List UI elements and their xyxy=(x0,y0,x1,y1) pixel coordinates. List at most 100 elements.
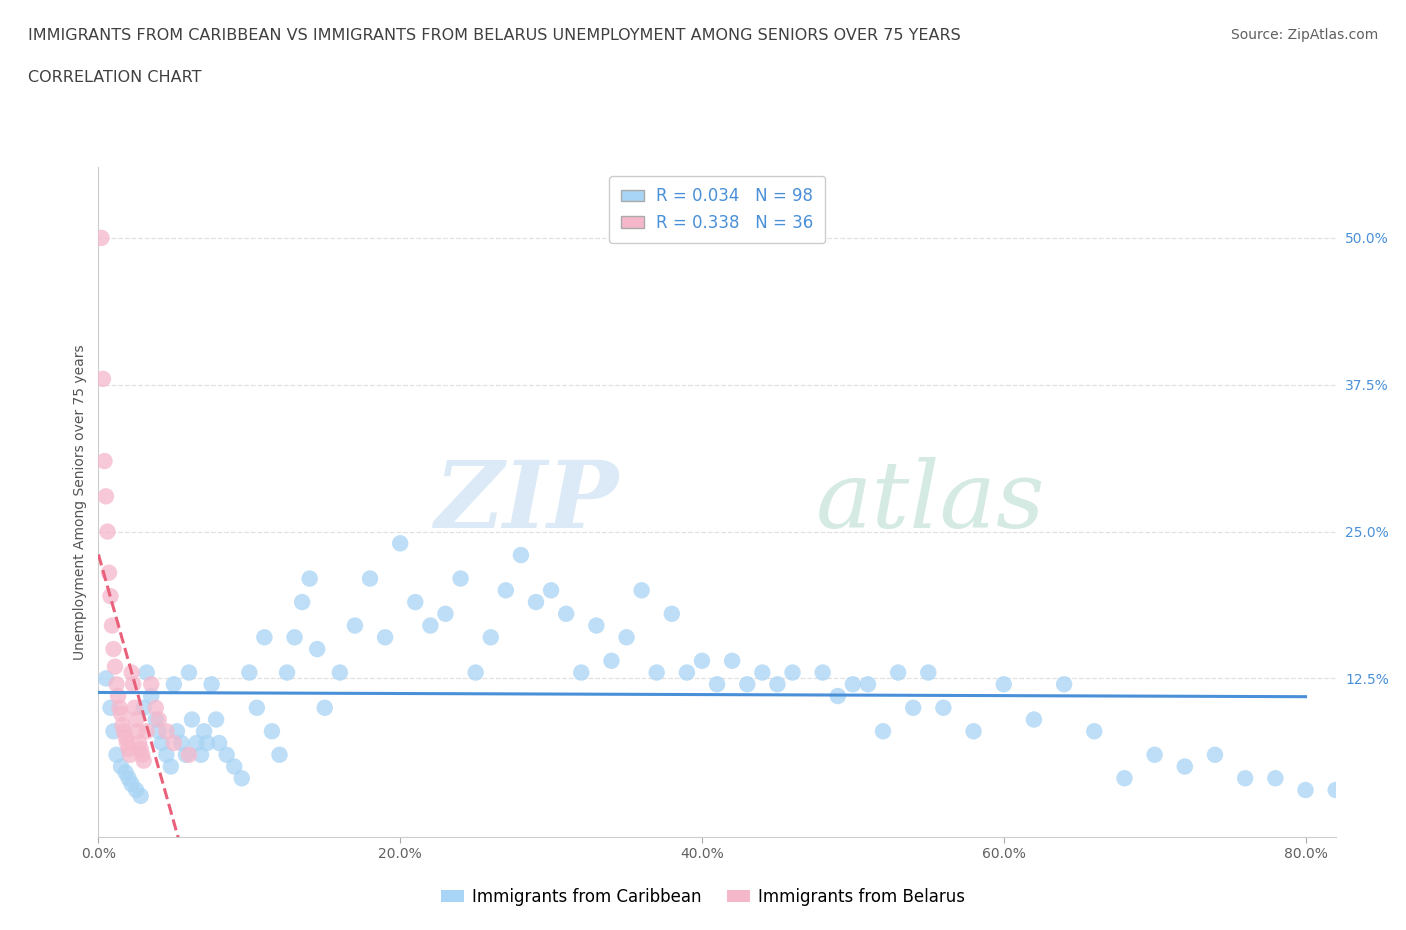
Point xyxy=(193,724,215,738)
Point xyxy=(509,548,531,563)
Point xyxy=(108,700,131,715)
Point xyxy=(122,677,145,692)
Text: atlas: atlas xyxy=(815,458,1046,547)
Point xyxy=(450,571,472,586)
Point xyxy=(600,654,623,669)
Point xyxy=(181,712,204,727)
Point xyxy=(125,782,148,797)
Text: ZIP: ZIP xyxy=(434,458,619,547)
Point xyxy=(107,688,129,703)
Point xyxy=(917,665,939,680)
Point xyxy=(110,706,132,721)
Point xyxy=(314,700,336,715)
Point xyxy=(166,724,188,738)
Point xyxy=(298,571,321,586)
Point xyxy=(141,677,163,692)
Point xyxy=(93,454,115,469)
Point xyxy=(135,724,157,738)
Point xyxy=(434,606,457,621)
Point xyxy=(190,748,212,763)
Point xyxy=(170,736,193,751)
Point xyxy=(155,724,177,738)
Point xyxy=(120,748,142,763)
Point xyxy=(114,765,136,780)
Point xyxy=(98,565,121,580)
Point xyxy=(208,736,231,751)
Point xyxy=(117,741,139,756)
Text: IMMIGRANTS FROM CARIBBEAN VS IMMIGRANTS FROM BELARUS UNEMPLOYMENT AMONG SENIORS : IMMIGRANTS FROM CARIBBEAN VS IMMIGRANTS … xyxy=(28,28,960,43)
Point xyxy=(359,571,381,586)
Point xyxy=(205,712,228,727)
Point xyxy=(782,665,804,680)
Point xyxy=(155,748,177,763)
Legend: Immigrants from Caribbean, Immigrants from Belarus: Immigrants from Caribbean, Immigrants fr… xyxy=(434,881,972,912)
Point xyxy=(200,677,222,692)
Point xyxy=(374,630,396,644)
Point xyxy=(811,665,834,680)
Point xyxy=(135,665,157,680)
Text: Source: ZipAtlas.com: Source: ZipAtlas.com xyxy=(1230,28,1378,42)
Point xyxy=(690,654,713,669)
Point xyxy=(1174,759,1197,774)
Point xyxy=(224,759,246,774)
Point xyxy=(903,700,925,715)
Point xyxy=(215,748,238,763)
Point xyxy=(124,700,146,715)
Point xyxy=(238,665,260,680)
Point xyxy=(751,665,773,680)
Point xyxy=(389,536,412,551)
Point xyxy=(419,618,441,633)
Point xyxy=(150,736,173,751)
Point xyxy=(1083,724,1105,738)
Point xyxy=(112,724,135,738)
Point xyxy=(186,736,208,751)
Point xyxy=(464,665,486,680)
Point xyxy=(524,594,547,609)
Point xyxy=(706,677,728,692)
Point xyxy=(101,618,124,633)
Point xyxy=(131,748,153,763)
Point xyxy=(121,777,143,791)
Point xyxy=(104,659,127,674)
Point xyxy=(1204,748,1226,763)
Point xyxy=(100,589,122,604)
Point xyxy=(1295,782,1317,797)
Point xyxy=(676,665,699,680)
Point xyxy=(260,724,283,738)
Point xyxy=(1143,748,1166,763)
Point xyxy=(872,724,894,738)
Point xyxy=(269,748,291,763)
Point xyxy=(1053,677,1076,692)
Point xyxy=(932,700,955,715)
Point xyxy=(284,630,307,644)
Point xyxy=(117,771,139,786)
Point xyxy=(721,654,744,669)
Point xyxy=(148,724,170,738)
Point xyxy=(129,789,152,804)
Point xyxy=(766,677,789,692)
Point xyxy=(125,712,148,727)
Point xyxy=(114,730,136,745)
Point xyxy=(105,748,128,763)
Text: CORRELATION CHART: CORRELATION CHART xyxy=(28,70,201,85)
Point xyxy=(94,489,117,504)
Point xyxy=(555,606,578,621)
Point xyxy=(827,688,849,703)
Point xyxy=(148,712,170,727)
Point xyxy=(616,630,638,644)
Point xyxy=(735,677,758,692)
Point xyxy=(253,630,276,644)
Point xyxy=(962,724,984,738)
Point xyxy=(145,712,167,727)
Point xyxy=(1234,771,1257,786)
Point xyxy=(479,630,502,644)
Point xyxy=(91,371,114,386)
Point xyxy=(540,583,562,598)
Point xyxy=(307,642,329,657)
Point xyxy=(103,642,125,657)
Point xyxy=(174,748,197,763)
Point xyxy=(115,736,138,751)
Point xyxy=(1324,782,1347,797)
Point xyxy=(291,594,314,609)
Point xyxy=(111,718,134,733)
